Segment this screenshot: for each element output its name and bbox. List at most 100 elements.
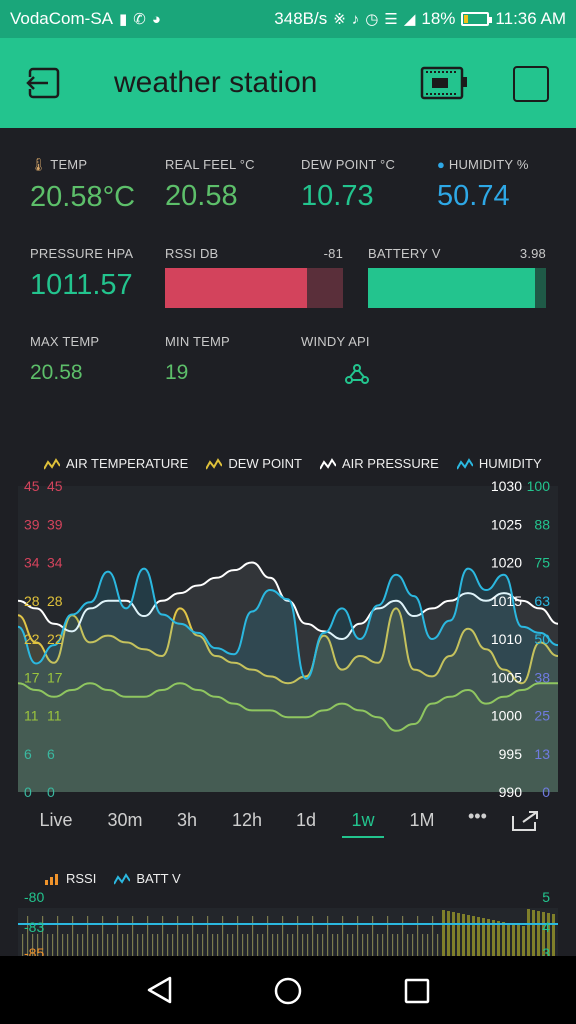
- real-feel-label: REAL FEEL °C: [165, 157, 255, 172]
- rssi-bar: [337, 934, 339, 956]
- rssi-bar: [512, 924, 515, 956]
- y-left-tick: 11: [24, 708, 39, 724]
- rssi-bar: [117, 916, 119, 956]
- rssi-bar: [357, 916, 359, 956]
- active-range-underline: [342, 836, 384, 838]
- series-area-0: [18, 608, 558, 792]
- pressure-widget[interactable]: PRESSURE HPA 1011.57: [30, 246, 133, 302]
- rssi-bar: [122, 934, 124, 956]
- legend-dew-point[interactable]: DEW POINT: [206, 456, 302, 471]
- rssi-bar: [132, 916, 134, 956]
- rssi-bar: [322, 934, 324, 956]
- rssi-bar: [352, 934, 354, 956]
- y-right2-tick: 88: [534, 516, 550, 532]
- legend-label: HUMIDITY: [478, 456, 542, 471]
- max-temp-value: 20.58: [30, 361, 83, 384]
- rssi-bar: [467, 915, 470, 956]
- series-line-3: [17, 567, 559, 680]
- dew-point-widget[interactable]: DEW POINT °C 10.73: [301, 157, 395, 213]
- rssi-bar: [112, 934, 114, 956]
- legend-humidity[interactable]: HUMIDITY: [456, 456, 542, 471]
- rssi-level-fill: [165, 268, 308, 308]
- rssi-label: RSSI DB: [165, 246, 219, 261]
- recents-nav-icon[interactable]: [403, 977, 431, 1005]
- rssi-bar: [192, 916, 194, 956]
- rssi-bar: [487, 919, 490, 956]
- dew-point-value: 10.73: [301, 180, 374, 212]
- rssi-bar: [417, 916, 419, 956]
- rssi-bar: [242, 934, 244, 956]
- bluetooth-icon: ※: [333, 11, 346, 28]
- battery-widget[interactable]: BATTERY V 3.98: [368, 246, 546, 308]
- play-stop-button[interactable]: [513, 66, 549, 102]
- whatsapp-icon: ✆: [133, 11, 146, 28]
- y-left-tick: 22: [47, 631, 63, 647]
- y-left-tick: -85: [24, 945, 44, 956]
- series-area-1: [18, 683, 558, 792]
- more-options-icon[interactable]: •••: [468, 806, 487, 826]
- y-right2-tick: 50: [534, 631, 550, 647]
- y-left-tick: 0: [47, 784, 55, 800]
- legend-batt-v[interactable]: BATT V: [114, 871, 181, 886]
- time-range-1m[interactable]: 1M: [409, 810, 435, 830]
- temp-widget[interactable]: 🌡 TEMP 20.58°C: [30, 157, 135, 214]
- rssi-bar: [282, 916, 284, 956]
- rssi-bar: [157, 934, 159, 956]
- battery-level-bar: [368, 268, 546, 308]
- exit-project-icon[interactable]: [24, 65, 64, 101]
- battery-icon: [461, 12, 493, 26]
- rssi-bar: [387, 916, 389, 956]
- real-feel-value: 20.58: [165, 180, 238, 212]
- max-temp-widget[interactable]: MAX TEMP 20.58: [30, 334, 99, 385]
- y-right-tick: 990: [499, 784, 523, 800]
- fullscreen-icon[interactable]: [511, 810, 539, 832]
- humidity-widget[interactable]: ● HUMIDITY % 50.74: [437, 157, 529, 213]
- webhook-icon[interactable]: [345, 363, 370, 390]
- time-range-3h[interactable]: 3h: [177, 810, 198, 830]
- rssi-bar: [187, 934, 189, 956]
- rssi-bar: [312, 916, 314, 956]
- y-right2-tick: 100: [527, 478, 551, 494]
- legend-rssi[interactable]: RSSI: [44, 871, 96, 886]
- rssi-bar: [137, 934, 139, 956]
- min-temp-widget[interactable]: MIN TEMP 19: [165, 334, 230, 385]
- rssi-bar: [287, 934, 289, 956]
- windy-api-widget[interactable]: WINDY API: [301, 334, 370, 390]
- y-right-tick: 1010: [491, 631, 522, 647]
- rssi-bar: [327, 916, 329, 956]
- time-range-30m[interactable]: 30m: [107, 810, 143, 830]
- y-left-tick: 6: [24, 746, 32, 762]
- rssi-bar: [507, 923, 510, 956]
- time-range-1d[interactable]: 1d: [296, 810, 317, 830]
- y-right2-tick: 75: [534, 555, 550, 571]
- home-nav-icon[interactable]: [273, 976, 303, 1006]
- min-temp-label: MIN TEMP: [165, 334, 230, 349]
- time-range-1w[interactable]: 1w: [351, 810, 375, 830]
- rssi-bar: [87, 916, 89, 956]
- y-left-tick: 45: [24, 478, 40, 494]
- back-nav-icon[interactable]: [146, 976, 174, 1004]
- time-range-live[interactable]: Live: [39, 810, 73, 830]
- rssi-bar: [422, 934, 424, 956]
- y-left-tick: 34: [47, 555, 63, 571]
- legend-air-temperature[interactable]: AIR TEMPERATURE: [44, 456, 188, 471]
- rssi-bar: [182, 934, 184, 956]
- legend-air-pressure[interactable]: AIR PRESSURE: [320, 456, 439, 471]
- rssi-battery-chart[interactable]: -80 -83 -85 5 4 3: [0, 888, 576, 956]
- device-status-icon[interactable]: [420, 66, 468, 100]
- status-bar: VodaCom-SA ▮ ✆ ◕ 348B/s ※ ♪ ◷ ☰ ◢ 18% 11…: [0, 0, 576, 38]
- rssi-bar: [77, 934, 79, 956]
- rssi-bar: [217, 934, 219, 956]
- alarm-icon: ◷: [365, 11, 379, 28]
- real-feel-widget[interactable]: REAL FEEL °C 20.58: [165, 157, 255, 213]
- rssi-bar: [72, 916, 74, 956]
- rssi-widget[interactable]: RSSI DB -81: [165, 246, 343, 308]
- time-range-12h[interactable]: 12h: [232, 810, 263, 830]
- y-left-tick: 6: [47, 746, 55, 762]
- y-left-tick: -80: [24, 889, 44, 905]
- y-right2-tick: 63: [534, 593, 550, 609]
- rssi-bar: [542, 912, 545, 956]
- rssi-bar: [272, 934, 274, 956]
- dew-point-label: DEW POINT °C: [301, 157, 396, 172]
